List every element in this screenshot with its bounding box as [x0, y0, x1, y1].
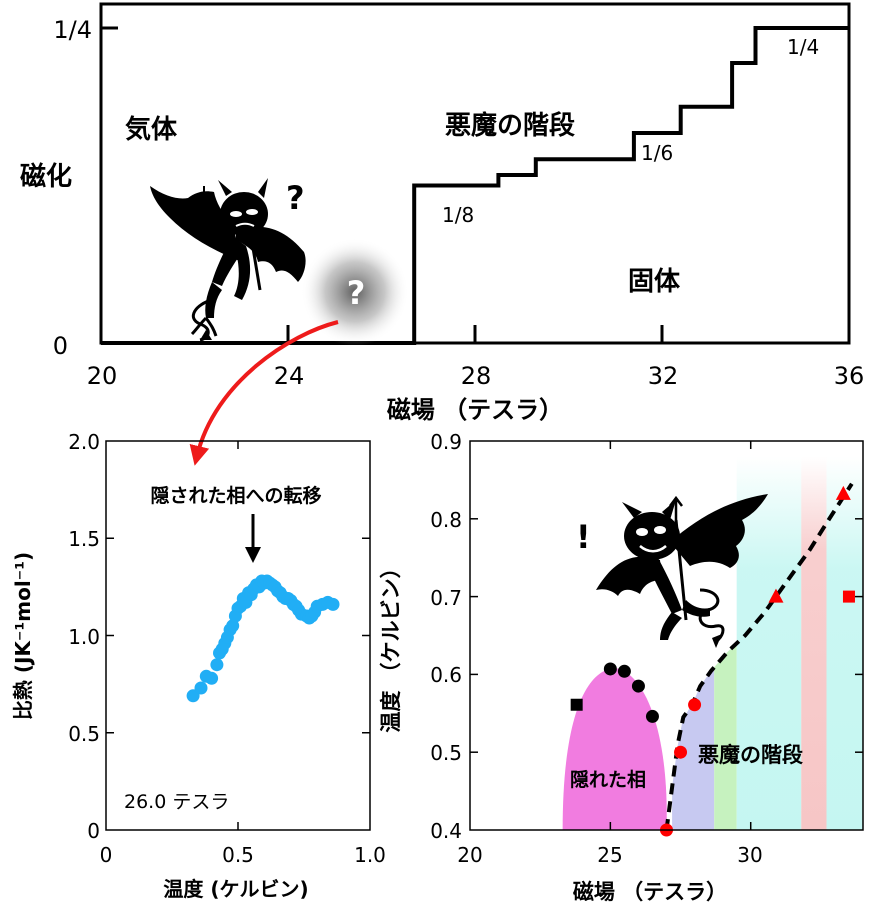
hidden-phase-point — [603, 662, 617, 676]
top-xtick-20: 20 — [87, 362, 118, 390]
left-ytick-05: 0.5 — [68, 722, 100, 746]
right-ytick-08: 0.8 — [430, 508, 462, 532]
hidden-phase-point — [617, 664, 631, 678]
transition-arrowhead — [245, 547, 261, 563]
devil-puzzled-icon: ? — [150, 178, 306, 342]
phase-diagram-panel: 20 25 30 0.4 0.5 0.6 0.7 0.8 0.9 磁場 （テスラ… — [379, 430, 864, 904]
hidden-phase-point — [645, 709, 659, 723]
right-xlabel: 磁場 （テスラ） — [573, 880, 727, 904]
top-xlabel: 磁場 （テスラ） — [387, 396, 563, 424]
specific-heat-point — [226, 619, 240, 633]
right-plot-frame — [469, 440, 864, 831]
top-xtick-36: 36 — [834, 362, 865, 390]
field-label: 26.0 テスラ — [124, 791, 229, 813]
specific-heat-point — [205, 671, 219, 685]
exclaim-mark: ! — [576, 518, 591, 556]
top-xtick-28: 28 — [461, 362, 492, 390]
hidden-phase-square-point — [570, 698, 583, 711]
right-ytick-09: 0.9 — [430, 430, 462, 454]
top-xtick-24: 24 — [274, 362, 305, 390]
question-glow-icon: ? — [301, 238, 409, 346]
right-ytick-07: 0.7 — [430, 586, 462, 610]
boundary-triangle-point — [768, 588, 784, 603]
staircase-region-band — [672, 667, 715, 830]
right-xtick-25: 25 — [597, 843, 622, 867]
left-ytick-15: 1.5 — [68, 527, 100, 551]
left-ytick-0: 0 — [87, 819, 100, 843]
magnetization-panel: 20 24 28 32 36 0 1/4 磁場 （テスラ） 磁化 気体 悪魔の階… — [20, 2, 865, 424]
left-ytick-20: 2.0 — [68, 430, 100, 454]
specific-heat-point — [326, 597, 340, 611]
devil-question-mark: ? — [286, 179, 305, 217]
phase-boundary-line — [664, 482, 854, 831]
boundary-point — [674, 745, 688, 759]
specific-heat-point — [210, 658, 224, 672]
staircase-region-band — [826, 456, 863, 830]
staircase-region-band — [714, 643, 737, 830]
step-label-1-6: 1/6 — [641, 141, 673, 165]
right-xtick-30: 30 — [737, 843, 762, 867]
step-label-1-4: 1/4 — [787, 35, 819, 59]
boundary-square-point — [842, 590, 855, 603]
top-ytick-0: 0 — [53, 332, 68, 360]
gas-label: 気体 — [125, 114, 178, 145]
left-xtick-10: 1.0 — [354, 843, 386, 867]
magnetization-staircase-line — [101, 26, 849, 345]
staircase-label: 悪魔の階段 — [445, 110, 575, 141]
left-xtick-0: 0 — [100, 843, 113, 867]
devil-smiling-icon — [596, 494, 768, 648]
staircase-region-band — [801, 456, 827, 830]
specific-heat-point — [186, 689, 200, 703]
right-ytick-04: 0.4 — [430, 819, 462, 843]
right-staircase-label: 悪魔の階段 — [698, 743, 803, 767]
specific-heat-panel: 0 0.5 1.0 0 0.5 1.0 1.5 2.0 温度 (ケルビン) 比熱… — [11, 430, 386, 901]
hidden-phase-point — [631, 679, 645, 693]
top-ytick-quarter: 1/4 — [53, 16, 92, 44]
specific-heat-point — [194, 681, 208, 695]
right-ytick-05: 0.5 — [430, 741, 462, 765]
right-ytick-06: 0.6 — [430, 663, 462, 687]
top-xtick-32: 32 — [648, 362, 679, 390]
left-xlabel: 温度 (ケルビン) — [163, 877, 308, 901]
left-ytick-10: 1.0 — [68, 625, 100, 649]
glow-question-mark: ? — [347, 274, 366, 312]
right-ylabel: 温度 （ケルビン） — [379, 557, 403, 732]
boundary-triangle-point — [835, 485, 851, 500]
boundary-point — [688, 698, 702, 712]
step-label-1-8: 1/8 — [442, 203, 474, 227]
red-link-arrow — [189, 320, 339, 466]
hidden-phase-label: 隠れた相 — [570, 769, 646, 791]
transition-annotation: 隠された相への転移 — [150, 484, 321, 507]
left-ylabel: 比熱 (JK⁻¹mol⁻¹) — [11, 552, 35, 720]
right-xtick-20: 20 — [457, 843, 482, 867]
staircase-region-band — [736, 456, 802, 830]
left-xtick-05: 0.5 — [222, 843, 254, 867]
hidden-phase-region — [562, 668, 667, 830]
solid-label: 固体 — [628, 267, 681, 297]
top-ylabel: 磁化 — [20, 161, 72, 192]
